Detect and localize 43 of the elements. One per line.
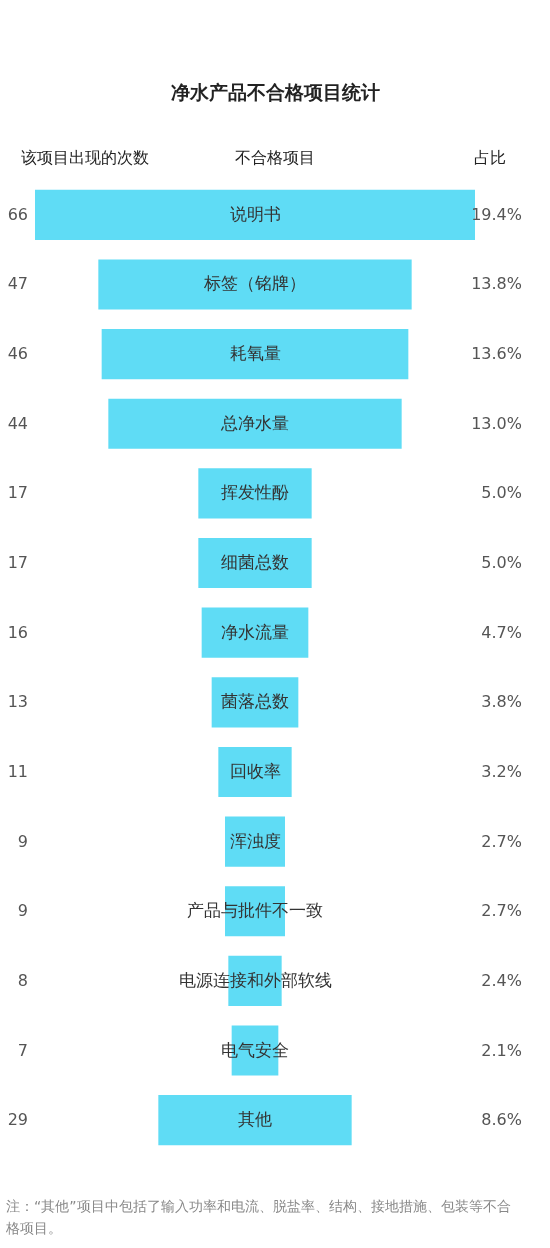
data-label: 17 <box>7 483 28 503</box>
data-label: 9 <box>17 901 28 921</box>
text: 该项目出现的次数 <box>21 148 149 167</box>
text: 8.6% <box>481 1110 522 1130</box>
text: 2.7% <box>481 831 522 851</box>
category-label: 浑浊度 <box>229 830 281 851</box>
category-label: 耗氧量 <box>229 343 281 364</box>
text: 净水产品不合格项目统计 <box>170 81 380 103</box>
data-label: 11 <box>7 761 28 781</box>
data-label: 7 <box>17 1040 28 1060</box>
text: 5.0% <box>481 553 522 573</box>
category-label: 挥发性酚 <box>221 482 289 503</box>
data-label: 16 <box>7 622 28 642</box>
category-label: 净水流量 <box>221 621 289 642</box>
text: 占比 <box>474 148 506 167</box>
data-label: 8 <box>17 970 28 990</box>
data-label: 29 <box>7 1110 28 1130</box>
text: 2.4% <box>481 970 522 990</box>
category-label: 总净水量 <box>220 412 289 433</box>
text: 注：“其他”项目中包括了输入功率和电流、脱盐率、结构、接地措施、包装等不合格项目。 <box>5 1198 511 1236</box>
data-label: 44 <box>7 413 28 433</box>
category-label: 回收率 <box>229 760 281 781</box>
text: 不合格项目 <box>235 148 315 167</box>
category-label: 其他 <box>238 1109 272 1130</box>
text: 13.0% <box>471 413 522 433</box>
data-label: 66 <box>7 204 28 224</box>
data-label: 46 <box>7 344 28 364</box>
category-label: 菌落总数 <box>221 691 289 712</box>
text: 13.8% <box>471 274 522 294</box>
text: 3.2% <box>481 761 522 781</box>
category-label: 说明书 <box>229 203 281 224</box>
text: 4.7% <box>481 622 522 642</box>
category-label: 标签（铭牌） <box>203 273 306 294</box>
text: 2.1% <box>481 1040 522 1060</box>
text: 13.6% <box>471 344 522 364</box>
category-label: 细菌总数 <box>221 552 289 573</box>
data-label: 13 <box>7 692 28 712</box>
data-label: 47 <box>7 274 28 294</box>
text: 3.8% <box>481 692 522 712</box>
data-label: 9 <box>17 831 28 851</box>
data-label: 17 <box>7 553 28 573</box>
text: 5.0% <box>481 483 522 503</box>
text: 2.7% <box>481 901 522 921</box>
